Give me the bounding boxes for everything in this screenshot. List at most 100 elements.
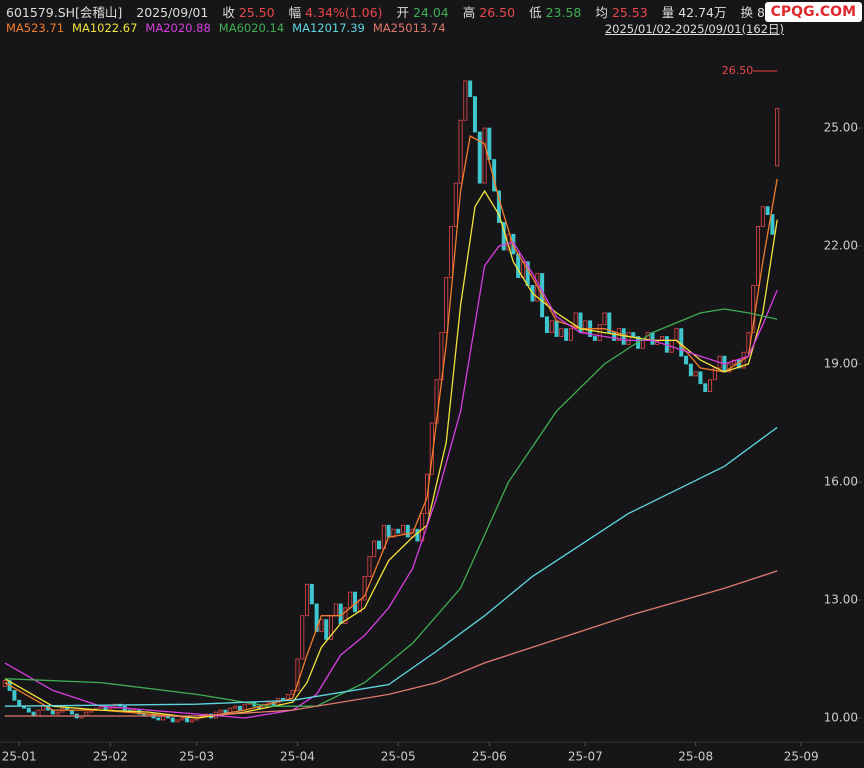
candle-body [732,359,737,365]
candle-body [650,332,655,345]
candle-body [602,312,607,326]
legend-name: MA10 [72,21,105,35]
quote-label: 高 [462,5,476,20]
candle-body [180,717,185,721]
candle-body [756,226,761,286]
candle-body [487,127,492,160]
x-tick-label: 25-05 [381,750,416,764]
x-tick-label: 25-04 [280,750,315,764]
candle-body [400,524,405,534]
candle-body [319,619,324,632]
ma-line [4,570,778,717]
quote-field: 开 24.04 [396,5,452,20]
x-tick-label: 25-03 [179,750,214,764]
quote-value: 25.50 [238,5,275,20]
quote-label: 量 [661,5,675,20]
candle-body [424,473,429,514]
candle-body [391,528,396,538]
quote-field: 均 25.53 [595,5,651,20]
quote-value: 24.04 [412,5,449,20]
candle-body [578,312,583,333]
ma-line [4,189,778,719]
watermark: CPQG.COM [764,2,862,22]
legend-name: MA60 [218,21,252,35]
candle-body [300,615,305,660]
legend-value: 17.39 [331,21,365,35]
y-tick-label: 25.00 [824,121,858,135]
candle-body [549,320,554,333]
quote-value: 2025/09/01 [136,5,209,20]
quote-label: 均 [595,5,608,20]
candle-body [554,320,559,337]
candle-body [626,332,631,345]
candle-body [482,127,487,184]
quote-value: 26.50 [479,5,516,20]
ma-line [4,241,778,719]
quote-field: 收 25.50 [222,5,278,20]
candle-body [703,383,708,392]
candle-body [559,328,564,337]
candle-body [612,332,617,341]
candle-body [189,719,194,723]
candle-body [592,336,597,341]
candle-body [338,603,343,624]
legend-item: MA2020.88 [145,21,210,35]
date-range[interactable]: 2025/01/02-2025/09/01(162日) [604,22,784,36]
candle-body [343,607,348,624]
quote-label: 低 [529,5,542,20]
x-tick-label: 25-07 [568,750,603,764]
candle-body [535,273,540,302]
x-tick-label: 25-02 [93,750,128,764]
candle-body [170,717,175,723]
quote-value: 42.74万 [678,5,727,20]
candle-body [309,583,314,605]
candle-body [175,719,180,723]
candle-body [463,80,468,121]
candle-body [17,699,22,707]
legend-name: MA5 [6,21,32,35]
candle-body [295,658,300,691]
legend-name: MA250 [372,21,413,35]
candle-body [333,603,338,617]
candle-body [544,316,549,333]
quote-value: 601579.SH[会稽山] [6,5,123,20]
candle-body [775,108,780,167]
candle-body [693,371,698,377]
x-tick-label: 25-01 [2,750,37,764]
legend-item: MA25013.74 [373,21,446,35]
quote-label: 幅 [288,5,302,20]
candle-body [708,379,713,392]
candle-body [113,703,118,709]
candle-body [405,524,410,538]
candle-body [348,591,353,609]
candle-body [218,709,223,713]
candle-body [564,328,569,341]
candle-body [712,367,717,381]
candle-body [156,717,161,721]
candle-body [684,355,689,365]
candle-body [396,528,401,534]
legend-value: 20.14 [251,21,285,35]
candle-body [26,707,31,713]
legend-item: MA12017.39 [292,21,365,35]
candle-body [362,576,367,601]
candle-body [607,312,612,333]
candle-body [573,312,578,330]
x-tick-label: 25-06 [472,750,507,764]
ma-line [4,134,778,719]
candle-body [698,371,703,385]
quote-value: 25.53 [611,5,648,20]
quote-label: 收 [222,5,235,20]
candle-body [367,556,372,577]
legend-name: MA120 [292,21,332,35]
quote-label: 开 [396,5,409,20]
candle-body [640,340,645,349]
x-tick-label: 25-08 [678,750,713,764]
candle-body [233,705,238,709]
candle-body [314,603,319,632]
candle-body [751,284,756,333]
y-tick-label: 13.00 [824,593,858,607]
candle-body [36,709,41,717]
